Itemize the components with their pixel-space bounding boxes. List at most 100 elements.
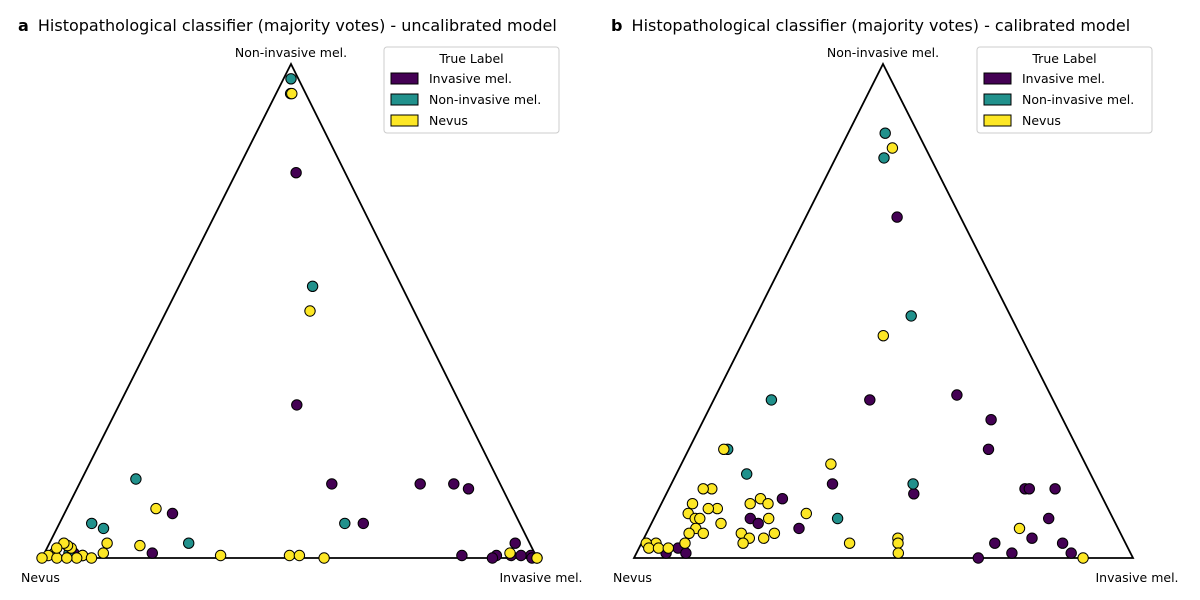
panel-b-point	[825, 458, 837, 470]
panel-a-series-2	[36, 87, 543, 564]
panel-b-point	[879, 127, 891, 139]
panel-b-legend-title: True Label	[1031, 51, 1096, 66]
panel-a: a Histopathological classifier (majority…	[18, 16, 583, 585]
panel-b-point	[697, 483, 709, 495]
panel-b-point	[702, 502, 714, 515]
panel-b-point	[776, 493, 789, 505]
panel-b-point	[718, 443, 730, 455]
panel-a-legend-title: True Label	[438, 51, 503, 66]
panel-a-point	[51, 542, 63, 554]
panel-b-point	[1049, 483, 1061, 495]
panel-a-point	[97, 547, 110, 559]
panel-b-vertex-right-label: Invasive mel.	[1095, 570, 1178, 585]
panel-b-point	[793, 522, 805, 535]
panel-a-point	[150, 502, 162, 515]
panel-a-point	[486, 552, 499, 564]
panel-b-point	[951, 389, 963, 401]
panel-a-legend-frame	[383, 46, 560, 134]
panel-b-point	[908, 488, 920, 500]
panel-b-point	[1043, 512, 1055, 525]
panel-a-point	[306, 280, 319, 292]
panel-a-title: a Histopathological classifier (majority…	[18, 16, 557, 35]
panel-b-legend-label: Non-invasive mel.	[1022, 92, 1134, 107]
panel-a-point	[146, 547, 159, 559]
panel-b-point	[1006, 547, 1018, 559]
panel-b-point	[679, 537, 691, 549]
panel-a-point	[326, 478, 338, 490]
panel-b-point	[800, 507, 812, 520]
panel-b-point	[715, 517, 727, 530]
panel-a-vertex-right-label: Invasive mel.	[499, 570, 582, 585]
panel-b-point	[891, 211, 903, 223]
panel-a-legend-swatch	[390, 93, 419, 106]
panel-a-letter: a	[18, 16, 29, 35]
panel-a-point	[285, 73, 297, 85]
panel-b-point	[683, 527, 695, 539]
panel-b-point	[877, 330, 889, 342]
panel-b: b Histopathological classifier (majority…	[611, 16, 1179, 585]
panel-a-vertex-left-label: Nevus	[21, 570, 60, 585]
panel-b-point	[680, 547, 692, 559]
panel-b-legend: True Label Invasive mel. Non-invasive mel.…	[976, 46, 1153, 134]
panel-b-point	[765, 394, 778, 406]
panel-b-point	[892, 547, 904, 559]
panel-b-point	[907, 478, 919, 490]
panel-b-point	[1077, 552, 1089, 564]
panel-b-point	[762, 498, 774, 510]
panel-b-point	[878, 152, 890, 164]
panel-b-series-1	[722, 127, 919, 525]
panel-b-point	[758, 532, 770, 544]
panel-b-legend-swatch	[983, 72, 1012, 85]
panel-a-point	[51, 552, 63, 564]
panel-a-triangle	[40, 61, 539, 559]
panel-b-point	[864, 394, 876, 406]
panel-b-point	[752, 517, 764, 530]
panel-a-point	[86, 517, 98, 530]
panel-b-point	[985, 414, 997, 426]
panel-a-point	[61, 552, 73, 564]
panel-b-point	[686, 498, 699, 510]
panel-a-point	[456, 549, 468, 562]
panel-b-legend-label: Nevus	[1022, 113, 1061, 128]
panel-a-point	[291, 399, 303, 411]
panel-a-legend-swatch	[390, 72, 419, 85]
panel-b-vertex-top-label: Non-invasive mel.	[827, 45, 939, 60]
panel-b-point	[826, 478, 839, 490]
panel-b-point	[1056, 537, 1069, 549]
panel-b-point	[697, 527, 709, 539]
panel-a-point	[290, 167, 302, 179]
panel-a-series-1	[63, 73, 351, 559]
panel-b-point	[905, 310, 917, 322]
panel-b-series-2	[640, 142, 1089, 564]
panel-a-point	[462, 483, 475, 495]
panel-a-point	[357, 517, 369, 530]
panel-b-title-text: Histopathological classifier (majority v…	[632, 16, 1131, 35]
panel-a-point	[304, 305, 316, 317]
panel-b-point	[989, 537, 1001, 549]
panel-b-point	[643, 542, 655, 554]
panel-a-point	[531, 552, 543, 564]
panel-a-point	[448, 478, 460, 490]
panel-b-legend-swatch	[983, 114, 1012, 127]
panel-a-point	[515, 549, 527, 562]
panel-b-point	[972, 552, 984, 564]
panel-a-legend: True Label Invasive mel. Non-invasive mel.…	[383, 46, 560, 134]
panel-a-point	[286, 87, 298, 100]
panel-a-point	[339, 517, 351, 530]
panel-b-legend-label: Invasive mel.	[1022, 71, 1105, 86]
panel-a-point	[71, 552, 83, 564]
panel-b-point	[843, 537, 856, 549]
panel-b-point	[741, 468, 753, 480]
panel-b-point	[1023, 483, 1036, 495]
panel-b-legend-swatch	[983, 93, 1012, 106]
panel-b-point	[1065, 547, 1077, 559]
panel-b-triangle	[632, 62, 1135, 559]
panel-b-vertex-left-label: Nevus	[613, 570, 652, 585]
panel-b-point	[1013, 522, 1026, 535]
panel-a-point	[509, 537, 521, 549]
panel-b-point	[892, 537, 904, 549]
panel-b-series-0	[660, 211, 1077, 564]
panel-b-legend-frame	[976, 46, 1153, 134]
panel-b-point	[831, 512, 844, 525]
